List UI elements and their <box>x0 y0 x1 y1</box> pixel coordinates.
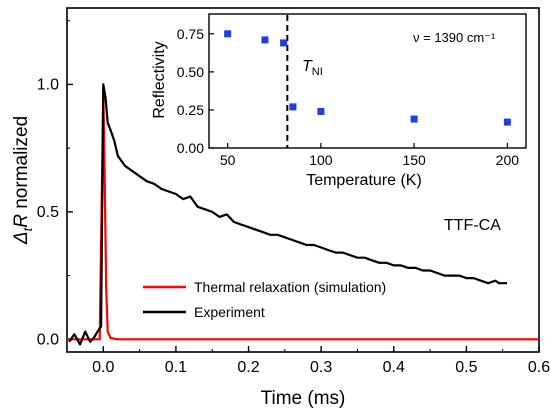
main-x-axis-label: Time (ms) <box>261 388 346 409</box>
inset-y-tick-label: 0.25 <box>177 102 204 118</box>
inset-axis-ticks <box>209 33 508 149</box>
inset-x-tick-label: 50 <box>220 152 236 168</box>
inset-x-tick-label: 100 <box>309 152 333 168</box>
main-x-tick-label: 0.2 <box>237 359 259 376</box>
main-x-tick-label: 0.1 <box>165 359 187 376</box>
legend-label-simulation: Thermal relaxation (simulation) <box>194 279 386 295</box>
main-series <box>67 83 539 346</box>
main-x-tick-label: 0.0 <box>92 359 114 376</box>
reflectivity-point <box>224 30 232 38</box>
main-y-tick-label: 0.0 <box>37 331 59 348</box>
reflectivity-point <box>280 39 288 47</box>
inset-plot-frame <box>208 13 527 149</box>
sample-tag: TTF-CA <box>444 217 501 234</box>
main-x-tick-label: 0.6 <box>528 359 550 376</box>
reflectivity-point <box>410 115 418 123</box>
main-x-tick-label: 0.5 <box>455 359 477 376</box>
inset-y-axis-label: Reflectivity <box>151 41 168 118</box>
reflectivity-point <box>261 36 269 44</box>
inset-y-tick-label: 0.00 <box>177 140 204 156</box>
reflectivity-point <box>317 107 325 115</box>
main-plot-frame <box>66 7 540 353</box>
inset-frequency-note: ν = 1390 cm⁻¹ <box>413 30 496 45</box>
inset-x-axis-label: Temperature (K) <box>306 172 422 189</box>
legend: Thermal relaxation (simulation) Experime… <box>143 279 386 320</box>
reflectivity-point <box>503 118 511 126</box>
inset-series <box>224 30 511 126</box>
experiment-line <box>68 83 507 346</box>
main-y-tick-label: 1.0 <box>37 76 59 93</box>
inset-x-tick-label: 150 <box>402 152 426 168</box>
reflectivity-point <box>289 103 297 111</box>
legend-label-experiment: Experiment <box>194 304 265 320</box>
inset-x-tick-label: 200 <box>496 152 520 168</box>
inset-tick-labels: 50 100 150 200 0.00 0.25 0.50 0.75 <box>177 26 519 168</box>
main-y-tick-label: 0.5 <box>37 204 59 221</box>
main-tick-labels: 0.0 0.1 0.2 0.3 0.4 0.5 0.6 0.0 0.5 1.0 <box>37 76 550 376</box>
main-x-tick-label: 0.4 <box>383 359 405 376</box>
main-y-axis-label: ΔtR normalized <box>11 116 35 245</box>
inset-y-tick-label: 0.50 <box>177 64 204 80</box>
inset-y-tick-label: 0.75 <box>177 26 204 42</box>
main-x-tick-label: 0.3 <box>310 359 332 376</box>
tni-label: TNI <box>302 58 323 78</box>
